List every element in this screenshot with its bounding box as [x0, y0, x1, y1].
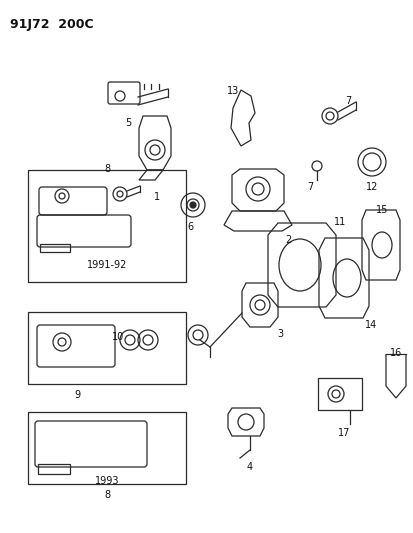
Text: 9: 9	[74, 390, 80, 400]
Text: 91J72  200C: 91J72 200C	[10, 18, 93, 31]
Text: 3: 3	[276, 329, 282, 339]
Bar	[28, 170, 185, 282]
Text: 8: 8	[104, 164, 110, 174]
Text: 1991-92: 1991-92	[87, 260, 127, 270]
Text: 1993: 1993	[95, 476, 119, 486]
Bar	[28, 412, 185, 484]
Text: 11: 11	[333, 217, 345, 227]
Text: 5: 5	[125, 118, 131, 128]
Text: 2: 2	[284, 235, 290, 245]
Bar	[28, 312, 185, 384]
Text: 15: 15	[375, 205, 387, 215]
Text: 13: 13	[226, 86, 239, 96]
Text: 17: 17	[337, 428, 349, 438]
Text: 1: 1	[154, 192, 160, 202]
Bar	[317, 378, 361, 410]
Text: 4: 4	[246, 462, 252, 472]
Bar	[38, 464, 70, 474]
Text: 10: 10	[112, 332, 124, 342]
Text: 12: 12	[365, 182, 377, 192]
Text: 6: 6	[187, 222, 192, 232]
Text: 16: 16	[389, 348, 401, 358]
Circle shape	[190, 202, 195, 208]
Text: 7: 7	[306, 182, 312, 192]
Text: 14: 14	[364, 320, 376, 330]
Bar	[40, 244, 70, 252]
Text: 8: 8	[104, 490, 110, 500]
Text: 7: 7	[344, 96, 350, 106]
